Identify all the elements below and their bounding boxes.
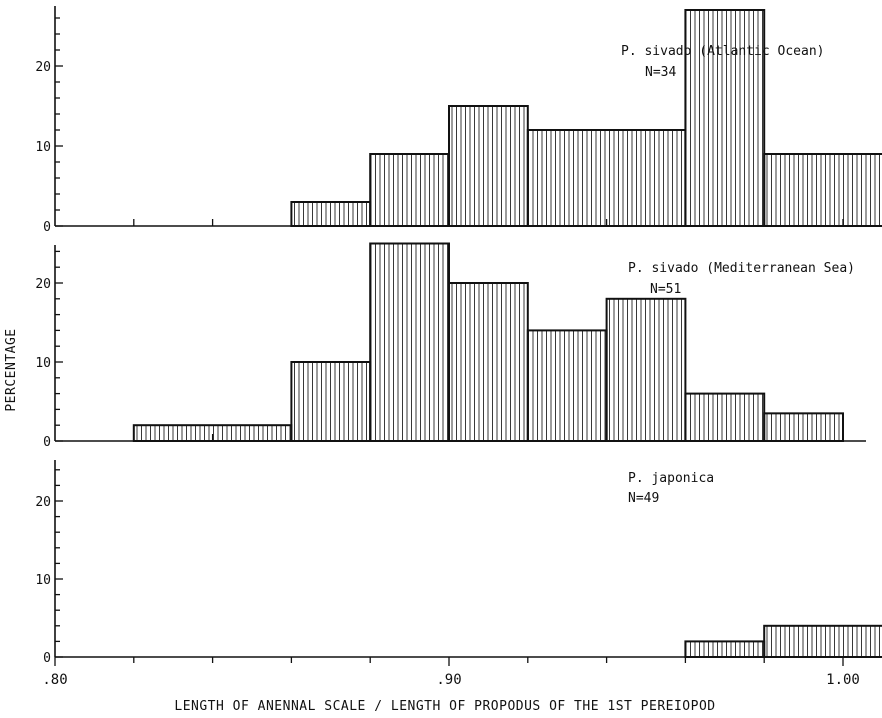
panel-p-japonica-y-tick-label: 0 <box>43 651 51 666</box>
x-tick-label: .90 <box>436 672 461 688</box>
panel-p-sivado-atlantic-ocean-legend-name: P. sivado (Atlantic Ocean) <box>621 44 825 59</box>
panel-p-sivado-mediterranean-sea-bar <box>369 242 451 442</box>
panel-p-sivado-atlantic-ocean-y-tick-label: 20 <box>35 60 51 75</box>
panel-p-japonica: 0 10 20 P. japonica N=49 <box>35 460 882 666</box>
panel-p-sivado-mediterranean-sea-y-tick-label: 20 <box>35 277 51 292</box>
panel-p-sivado-atlantic-ocean-bar <box>448 105 529 227</box>
panel-p-japonica-bar <box>684 640 766 659</box>
panel-p-sivado-atlantic-ocean-bar <box>369 153 451 227</box>
panel-p-sivado-atlantic-ocean-bar <box>763 153 882 227</box>
panel-p-sivado-mediterranean-sea-bar <box>684 392 766 443</box>
panel-p-sivado-atlantic-ocean-bar <box>526 129 687 227</box>
panel-p-sivado-mediterranean-sea-legend-count: N=51 <box>650 282 681 297</box>
panel-p-japonica-y-tick-label: 10 <box>35 573 51 588</box>
panel-p-japonica-bar <box>763 624 882 658</box>
panel-p-sivado-atlantic-ocean-bar <box>290 201 372 227</box>
panel-p-japonica-legend-name: P. japonica <box>628 471 714 486</box>
y-axis-title: PERCENTAGE <box>4 328 19 411</box>
panel-p-japonica-y-tick-label: 20 <box>35 495 51 510</box>
x-tick-label: 1.00 <box>826 672 860 688</box>
panel-p-sivado-mediterranean-sea-bar <box>763 412 845 443</box>
panel-p-sivado-mediterranean-sea-bar <box>526 329 608 442</box>
panels-layer: 0 10 20 P. sivado (Atlantic Ocean) N=34 0 10 20… <box>35 6 882 666</box>
panel-p-japonica-legend-count: N=49 <box>628 491 659 506</box>
panel-p-sivado-mediterranean-sea-bar <box>605 297 687 442</box>
panel-p-sivado-mediterranean-sea: 0 10 20 P. sivado (Mediterranean Sea) N=51 <box>35 242 866 450</box>
panel-p-sivado-atlantic-ocean-bar <box>684 9 766 227</box>
panel-p-sivado-mediterranean-sea-y-tick-label: 10 <box>35 356 51 371</box>
panel-p-sivado-mediterranean-sea-legend-name: P. sivado (Mediterranean Sea) <box>628 261 855 276</box>
x-tick-label: .80 <box>42 672 67 688</box>
x-axis: .80.901.001.101.20 <box>42 657 860 688</box>
panel-p-sivado-atlantic-ocean-y-tick-label: 10 <box>35 140 51 155</box>
panel-p-sivado-mediterranean-sea-bar <box>290 361 372 442</box>
panel-p-sivado-atlantic-ocean: 0 10 20 P. sivado (Atlantic Ocean) N=34 <box>35 6 882 235</box>
x-axis-title: LENGTH OF ANENNAL SCALE / LENGTH OF PROP… <box>174 699 715 714</box>
panel-p-sivado-atlantic-ocean-y-tick-label: 0 <box>43 220 51 235</box>
panel-p-sivado-atlantic-ocean-legend-count: N=34 <box>645 65 676 80</box>
panel-p-sivado-mediterranean-sea-y-tick-label: 0 <box>43 435 51 450</box>
panel-p-sivado-mediterranean-sea-bar <box>448 282 529 442</box>
